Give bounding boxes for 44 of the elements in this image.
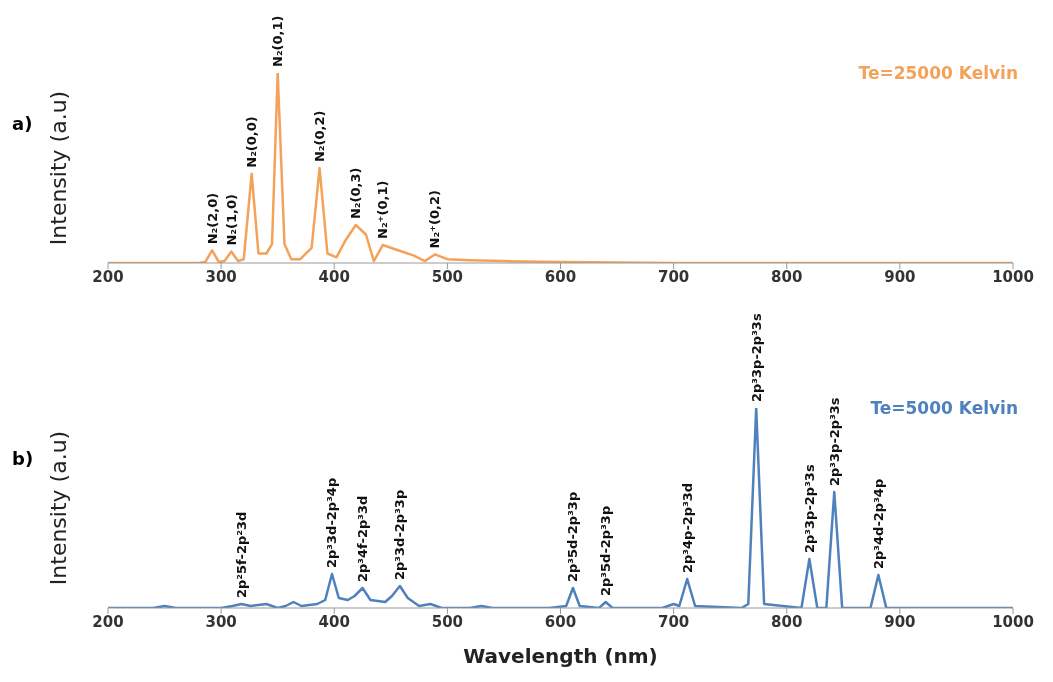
x-tick-label: 800 [771, 612, 803, 631]
x-tick-label: 600 [544, 612, 577, 631]
x-tick-label: 700 [657, 267, 690, 286]
text: Te=5000 Kelvin [870, 398, 1018, 418]
text: Te=25000 Kelvin [858, 63, 1018, 83]
x-tick-label: 400 [318, 267, 350, 286]
x-tick-label: 700 [657, 612, 690, 631]
text: b) [12, 448, 34, 469]
annotation: 2p³3d-2p³3p [392, 489, 408, 580]
annotation: 2p³3p-2p³3s [801, 464, 817, 553]
annotation: 2p²5f-2p²3d [233, 511, 249, 598]
annotation: 2p³4d-2p³4p [870, 478, 886, 569]
annotation: 2p³3p-2p³3s [748, 313, 764, 402]
x-tick-label: 400 [318, 612, 350, 631]
annotation: 2p³5d-2p³3p [565, 491, 581, 582]
x-tick-label: 800 [771, 267, 803, 286]
annotation: N₂(0,3) [348, 167, 364, 219]
x-tick-label: 900 [884, 267, 916, 286]
annotation: N₂(2,0) [204, 192, 220, 245]
x-tick-label: 300 [205, 267, 237, 286]
x-tick-label: 900 [884, 612, 916, 631]
x-tick-label: 300 [205, 612, 237, 631]
x-tick-label: 500 [431, 612, 464, 631]
annotation: 2p³4f-2p³3d [355, 495, 371, 582]
x-tick-label: 200 [92, 612, 124, 631]
text: a) [12, 113, 33, 134]
x-tick-label: 1000 [992, 267, 1034, 286]
x-axis-title: Wavelength (nm) [463, 644, 658, 668]
annotation: N₂(0,1) [270, 15, 286, 67]
annotation: 2p³3d-2p³4p [324, 477, 340, 568]
annotation: N₂(0,2) [312, 110, 328, 162]
annotation: N₂⁺(0,2) [427, 190, 443, 249]
annotation: 2p³3p-2p³3s [826, 397, 842, 486]
annotation: N₂⁺(0,1) [375, 180, 391, 239]
x-tick-label: 600 [544, 267, 577, 286]
annotation: 2p³5d-2p³3p [598, 505, 614, 596]
annotation: N₂(0,0) [244, 116, 260, 168]
x-tick-label: 200 [92, 267, 124, 286]
x-tick-label: 1000 [992, 612, 1034, 631]
y-axis-title: Intensity (a.u) [45, 430, 71, 586]
x-tick-label: 500 [431, 267, 464, 286]
annotation: N₂(1,0) [223, 194, 239, 246]
annotation: 2p³4p-2p³3d [679, 482, 695, 573]
y-axis-title: Intensity (a.u) [45, 90, 71, 246]
